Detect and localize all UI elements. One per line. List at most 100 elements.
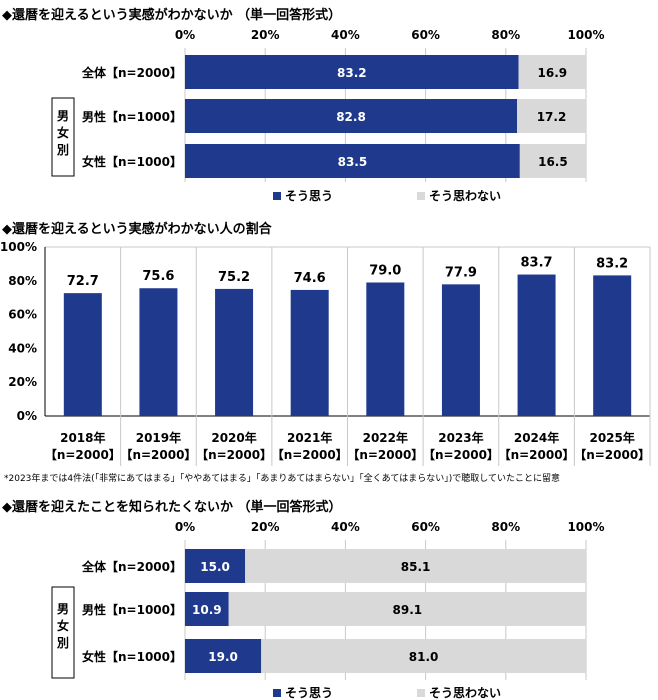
chart-b-note: *2023年までは4件法(「非常にあてはまる」「ややあてはまる」「あまりあてはま… <box>4 472 560 484</box>
data-label: 16.9 <box>538 66 568 80</box>
chart-a-group-label: 男女別 <box>56 109 69 157</box>
chart-c-legend: そう思う そう思わない <box>273 686 501 700</box>
data-label: 77.9 <box>445 265 477 280</box>
y-tick-label: 80% <box>8 274 37 288</box>
legend-swatch-no <box>417 689 425 697</box>
y-tick-label: 20% <box>8 375 37 389</box>
data-label: 83.2 <box>596 256 628 271</box>
category-sublabel: 【n=2000】 <box>423 447 499 462</box>
x-tick-label: 100% <box>567 28 604 42</box>
bar-no <box>517 99 586 133</box>
chart-b-title: ◆還暦を迎えるという実感がわかない人の割合 <box>2 221 273 237</box>
chart-c-axis-ticks: 0% 20% 40% 60% 80% 100% <box>175 520 605 534</box>
bar <box>290 289 329 416</box>
data-label: 85.1 <box>401 560 431 574</box>
category-label: 男性【n=1000】 <box>82 602 182 617</box>
x-tick-label: 0% <box>175 28 195 42</box>
data-label: 83.5 <box>338 155 368 169</box>
category-sublabel: 【n=2000】 <box>272 447 348 462</box>
legend-swatch-yes <box>273 192 281 200</box>
legend-swatch-no <box>417 192 425 200</box>
category-label: 2020年 <box>211 430 256 445</box>
y-tick-label: 60% <box>8 308 37 322</box>
category-label: 全体【n=2000】 <box>81 559 182 574</box>
chart-c-rows: 全体【n=2000】 15.0 85.1 男性【n=1000】 10.9 89.1 女性【n… <box>81 549 587 673</box>
bar-no <box>519 144 586 178</box>
chart-a-group-box: 男女別 <box>51 97 75 177</box>
data-label: 83.2 <box>337 66 367 80</box>
bar-yes <box>185 592 229 626</box>
chart-c-hide-age: ◆還暦を迎えたことを知られたくないか （単一回答形式） 0% 20% 40% 60% 8… <box>2 499 605 700</box>
y-tick-label: 0% <box>17 409 37 423</box>
legend-swatch-yes <box>273 689 281 697</box>
bar-yes <box>185 549 246 583</box>
data-label: 19.0 <box>208 650 238 664</box>
bar <box>593 275 632 416</box>
bar <box>215 288 254 416</box>
data-label: 17.2 <box>537 110 567 124</box>
bar <box>139 288 178 416</box>
data-label: 81.0 <box>409 650 439 664</box>
category-sublabel: 【n=2000】 <box>45 447 121 462</box>
bar-yes <box>185 144 520 178</box>
chart-a-axis-ticks: 0% 20% 40% 60% 80% 100% <box>175 28 605 42</box>
data-label: 16.5 <box>538 155 568 169</box>
x-tick-label: 40% <box>331 28 360 42</box>
category-label: 2024年 <box>514 430 559 445</box>
category-label: 女性【n=1000】 <box>82 154 182 169</box>
legend-label-no: そう思わない <box>429 189 501 203</box>
category-label: 2023年 <box>438 430 483 445</box>
bar <box>63 293 102 416</box>
data-label: 83.7 <box>521 256 553 271</box>
x-tick-label: 60% <box>411 520 440 534</box>
data-label: 74.6 <box>294 271 326 286</box>
category-sublabel: 【n=2000】 <box>196 447 272 462</box>
chart-a-rows: 全体【n=2000】 83.2 16.9 男性【n=1000】 82.8 17.2 女性【n… <box>81 55 586 178</box>
data-label: 82.8 <box>336 110 366 124</box>
x-tick-label: 80% <box>491 28 520 42</box>
bar-yes <box>185 99 518 133</box>
x-tick-label: 60% <box>411 28 440 42</box>
y-tick-label: 100% <box>0 240 37 254</box>
x-tick-label: 20% <box>251 28 280 42</box>
chart-c-group-box: 男女別 <box>51 586 75 679</box>
chart-c-title: ◆還暦を迎えたことを知られたくないか （単一回答形式） <box>2 499 342 515</box>
category-sublabel: 【n=2000】 <box>120 447 196 462</box>
bar <box>366 282 405 416</box>
legend-label-no: そう思わない <box>429 686 501 700</box>
data-label: 75.6 <box>142 269 174 284</box>
category-sublabel: 【n=2000】 <box>347 447 423 462</box>
data-label: 79.0 <box>369 263 401 278</box>
category-label: 2021年 <box>287 430 332 445</box>
data-label: 75.2 <box>218 270 250 285</box>
chart-a-title: ◆還暦を迎えるという実感がわかないか （単一回答形式） <box>2 7 341 23</box>
category-label: 全体【n=2000】 <box>81 65 182 80</box>
category-label: 2022年 <box>363 430 408 445</box>
data-label: 89.1 <box>393 603 423 617</box>
category-sublabel: 【n=2000】 <box>574 447 650 462</box>
data-label: 10.9 <box>192 603 222 617</box>
legend-label-yes: そう思う <box>285 686 333 700</box>
bar <box>517 274 556 416</box>
y-tick-label: 40% <box>8 341 37 355</box>
bar-no <box>518 55 586 89</box>
category-label: 2025年 <box>589 430 634 445</box>
bar-yes <box>185 639 262 673</box>
category-label: 女性【n=1000】 <box>82 649 182 664</box>
x-tick-label: 20% <box>251 520 280 534</box>
chart-c-group-frame <box>51 586 75 679</box>
category-label: 男性【n=1000】 <box>82 109 182 124</box>
chart-a-group-frame <box>51 97 75 177</box>
chart-b-plot: 0% 20% 40% 60% 80% 100% 72.7 2018年【n=2000】 75.6 2… <box>0 240 651 466</box>
x-tick-label: 100% <box>567 520 604 534</box>
bar <box>441 284 480 416</box>
bar-no <box>261 639 586 673</box>
bar-no <box>228 592 587 626</box>
data-label: 15.0 <box>200 560 230 574</box>
bar-yes <box>185 55 519 89</box>
data-label: 72.7 <box>67 274 99 289</box>
chart-b-yearly-trend: ◆還暦を迎えるという実感がわかない人の割合 0% 20% 40% 60% 80% 100%… <box>0 221 651 484</box>
chart-a-long-life-feeling: ◆還暦を迎えるという実感がわかないか （単一回答形式） 0% 20% 40% 60% 8… <box>2 7 605 203</box>
category-label: 2019年 <box>136 430 181 445</box>
